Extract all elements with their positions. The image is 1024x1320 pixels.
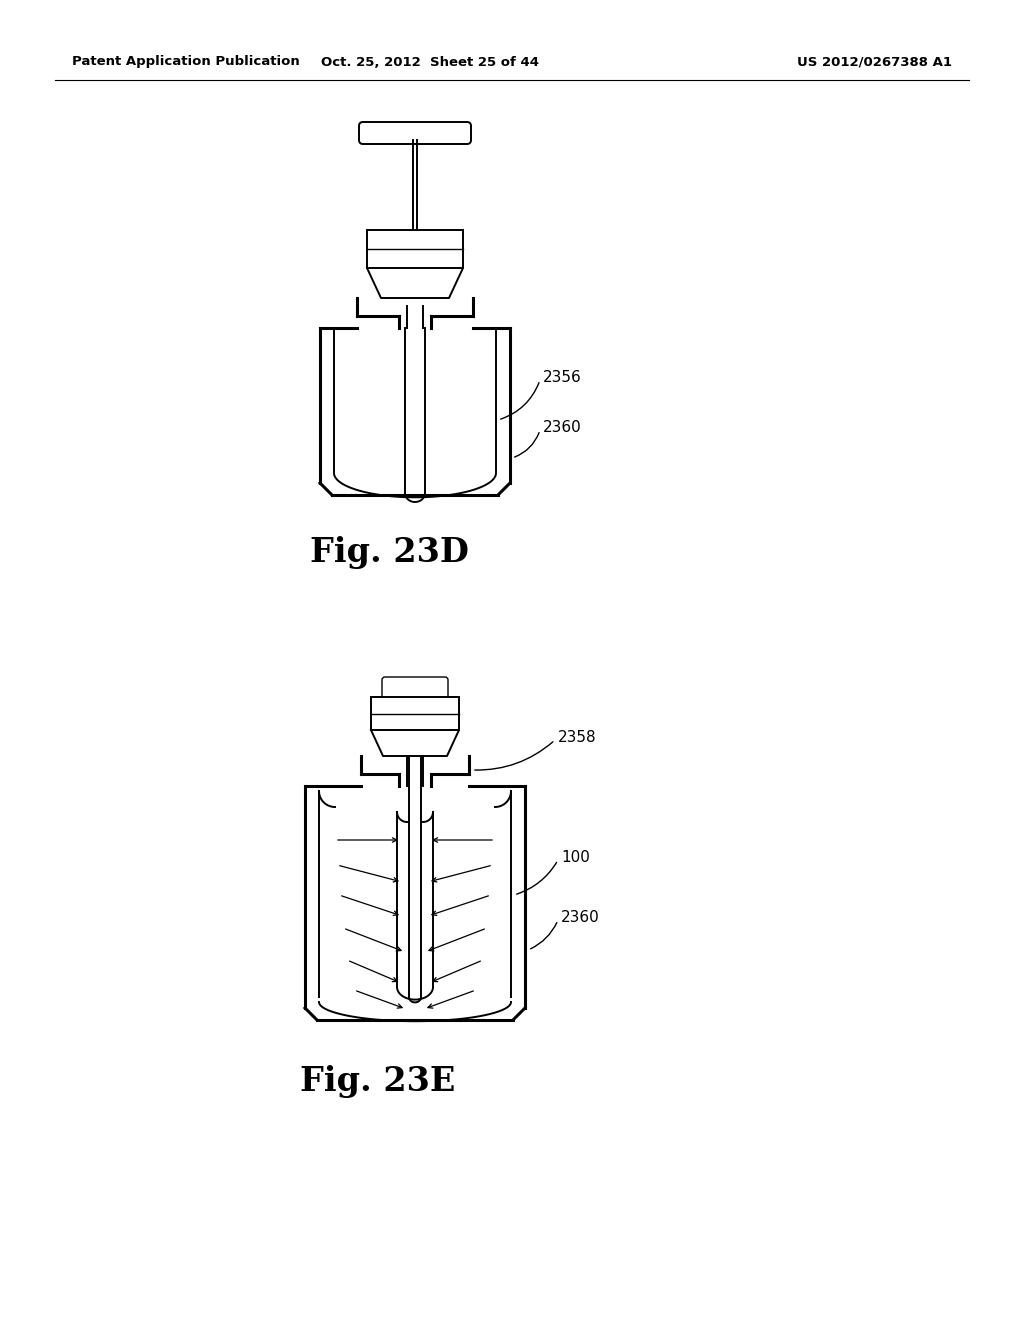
Text: Fig. 23D: Fig. 23D [310,536,469,569]
Text: Fig. 23E: Fig. 23E [300,1065,456,1098]
FancyBboxPatch shape [359,121,471,144]
Text: 100: 100 [561,850,590,865]
Text: 2358: 2358 [558,730,597,744]
Polygon shape [371,730,459,756]
Text: Patent Application Publication: Patent Application Publication [72,55,300,69]
Text: 2356: 2356 [543,370,582,384]
Text: 2360: 2360 [543,420,582,434]
Text: US 2012/0267388 A1: US 2012/0267388 A1 [797,55,952,69]
Bar [367,230,463,268]
Bar [371,697,459,730]
Text: 2360: 2360 [561,909,600,924]
FancyBboxPatch shape [382,677,449,700]
Text: Oct. 25, 2012  Sheet 25 of 44: Oct. 25, 2012 Sheet 25 of 44 [321,55,539,69]
Polygon shape [367,268,463,298]
